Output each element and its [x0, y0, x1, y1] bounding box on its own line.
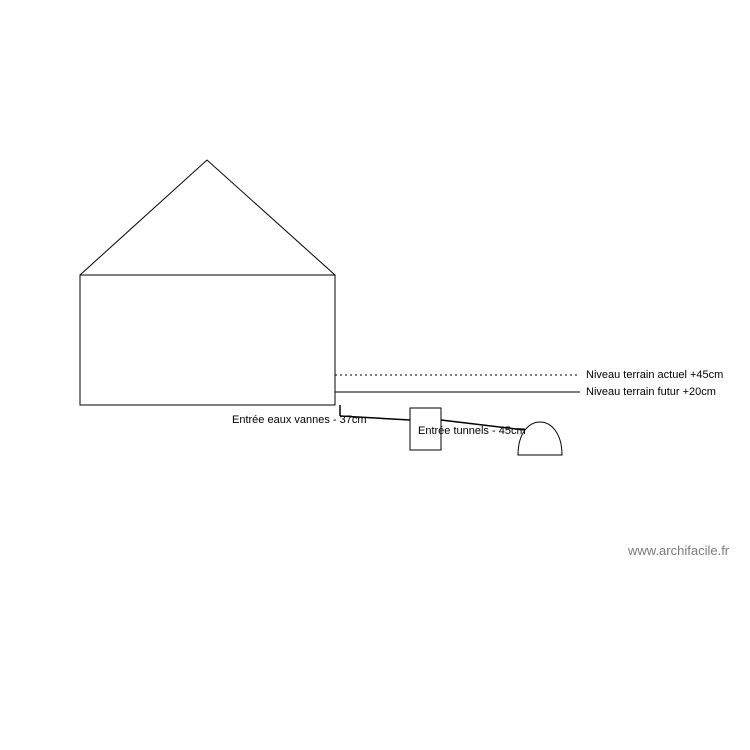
house-body [80, 275, 335, 405]
label-terrain-futur: Niveau terrain futur +20cm [586, 386, 716, 398]
house-roof [80, 160, 335, 275]
label-terrain-actual: Niveau terrain actuel +45cm [586, 369, 723, 381]
label-eaux-vannes: Entrée eaux vannes - 37cm [232, 414, 367, 426]
label-tunnels: Entrée tunnels - 45cm [418, 425, 526, 437]
terrain-section-diagram: Niveau terrain actuel +45cm Niveau terra… [0, 0, 750, 750]
watermark: www.archifacile.fr [627, 543, 730, 558]
